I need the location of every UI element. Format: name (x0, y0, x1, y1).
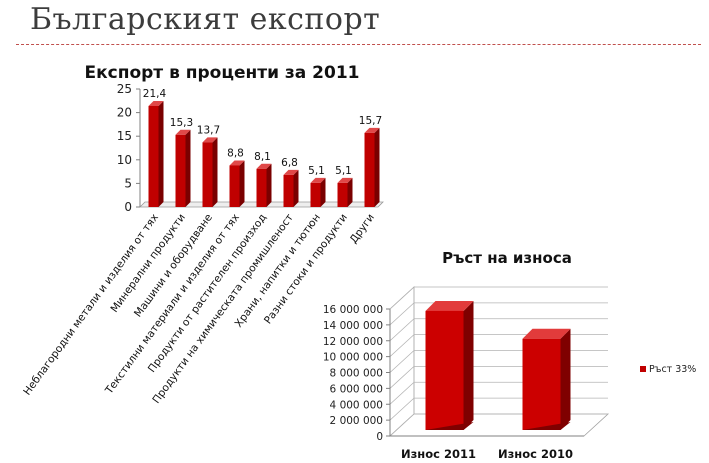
chart2-y-tick-label: 0 (376, 431, 383, 443)
chart2-bar-base (522, 422, 571, 430)
chart1-data-label: 21,4 (143, 88, 167, 100)
chart1-bar-side (239, 160, 245, 207)
chart2-gridline (389, 365, 608, 389)
chart1-bar-side (185, 129, 191, 207)
chart2-y-tick-label: 6 000 000 (330, 383, 383, 395)
chart2-bar-base (425, 422, 474, 430)
chart2-gridline (389, 350, 608, 373)
chart1-data-label: 15,3 (170, 117, 193, 129)
chart1-bar-top (175, 129, 191, 135)
chart1-y-tick-label: 25 (117, 82, 132, 96)
chart1-bar-top (337, 177, 353, 183)
title-divider (16, 44, 701, 45)
chart2-bar (425, 300, 474, 430)
chart2-floor (388, 413, 610, 437)
chart1-bar (337, 177, 353, 207)
chart1-y-tick-label: 20 (117, 106, 132, 120)
chart1-data-label: 5,1 (335, 165, 352, 177)
chart1-bar-top (202, 137, 218, 143)
chart1-bar-side (374, 127, 380, 207)
chart1-bar-top (148, 100, 164, 106)
chart1-bar (148, 100, 164, 207)
chart2-legend-swatch (640, 366, 646, 372)
chart2-bar-top (425, 300, 474, 311)
chart2-bar-front (522, 338, 561, 430)
chart1-bar-side (293, 169, 299, 207)
chart1-bar-side (320, 177, 326, 207)
chart2-category-label: Износ 2010 (498, 447, 573, 461)
chart1-bar-front (148, 105, 159, 207)
chart1-bar (202, 137, 218, 207)
chart1-y-tick-label: 10 (117, 153, 132, 167)
chart2-gridline (389, 302, 608, 326)
chart2-bar-top (522, 328, 571, 339)
chart1-data-label: 13,7 (197, 124, 220, 136)
chart1-bar (364, 127, 380, 207)
chart2-gridline (389, 286, 608, 310)
chart1-bar (283, 169, 299, 207)
chart1-bar-front (229, 165, 240, 207)
chart1-bar-top (256, 163, 272, 169)
slide-title: Българският експорт (30, 2, 381, 37)
chart1-bar-side (266, 163, 272, 207)
chart1-data-label: 8,1 (254, 151, 271, 163)
chart1-bar-top (310, 177, 326, 183)
chart1-y-tick-label: 5 (124, 176, 132, 190)
chart2-y-tick-label: 10 000 000 (323, 352, 383, 364)
chart1-y-tick-label: 0 (124, 200, 132, 214)
chart1-bar (256, 163, 272, 207)
chart1-bar (175, 129, 191, 207)
chart1-bar-front (364, 132, 375, 207)
chart1-bar-top (229, 160, 245, 166)
chart2-gridline (389, 334, 608, 357)
chart2-y-tick-label: 2 000 000 (330, 415, 383, 427)
chart2-legend-label: Ръст 33% (649, 364, 696, 375)
chart2-y-tick-label: 4 000 000 (330, 399, 383, 411)
chart1-bar (229, 160, 245, 207)
chart2-y-tick-label: 14 000 000 (323, 320, 383, 332)
chart2-y-tick-label: 8 000 000 (330, 368, 383, 380)
chart1-y-tick-label: 15 (117, 129, 132, 143)
chart1-data-label: 15,7 (359, 115, 382, 127)
chart1-bar-front (256, 168, 267, 207)
chart1-bar-side (347, 177, 353, 207)
chart1-bar-side (158, 100, 164, 207)
chart1-data-label: 5,1 (308, 165, 325, 177)
chart1-bar-front (283, 174, 294, 207)
chart2-bar (522, 328, 571, 430)
chart2-gridline (389, 381, 608, 405)
chart1-bar-side (212, 137, 218, 207)
chart1-bar-front (175, 134, 186, 207)
chart2-title: Ръст на износа (442, 249, 572, 267)
chart2-category-label: Износ 2011 (401, 447, 476, 461)
chart2-y-tick-label: 12 000 000 (323, 336, 383, 348)
chart1-data-label: 8,8 (227, 147, 244, 159)
chart1-bar-front (337, 182, 348, 207)
chart2-bar-front (425, 310, 464, 430)
chart1-bar-front (310, 182, 321, 207)
chart2-bar-side (463, 300, 474, 430)
chart2-bar-side (560, 328, 571, 430)
chart1-bar-top (364, 127, 380, 133)
chart2-y-tick-label: 16 000 000 (323, 304, 383, 316)
chart1-title: Експорт в проценти за 2011 (84, 63, 359, 83)
chart2-gridline (389, 318, 608, 342)
chart1-data-label: 6,8 (281, 157, 298, 169)
chart1-bar-front (202, 142, 213, 207)
chart1-bar (310, 177, 326, 207)
chart1-bar-top (283, 169, 299, 175)
